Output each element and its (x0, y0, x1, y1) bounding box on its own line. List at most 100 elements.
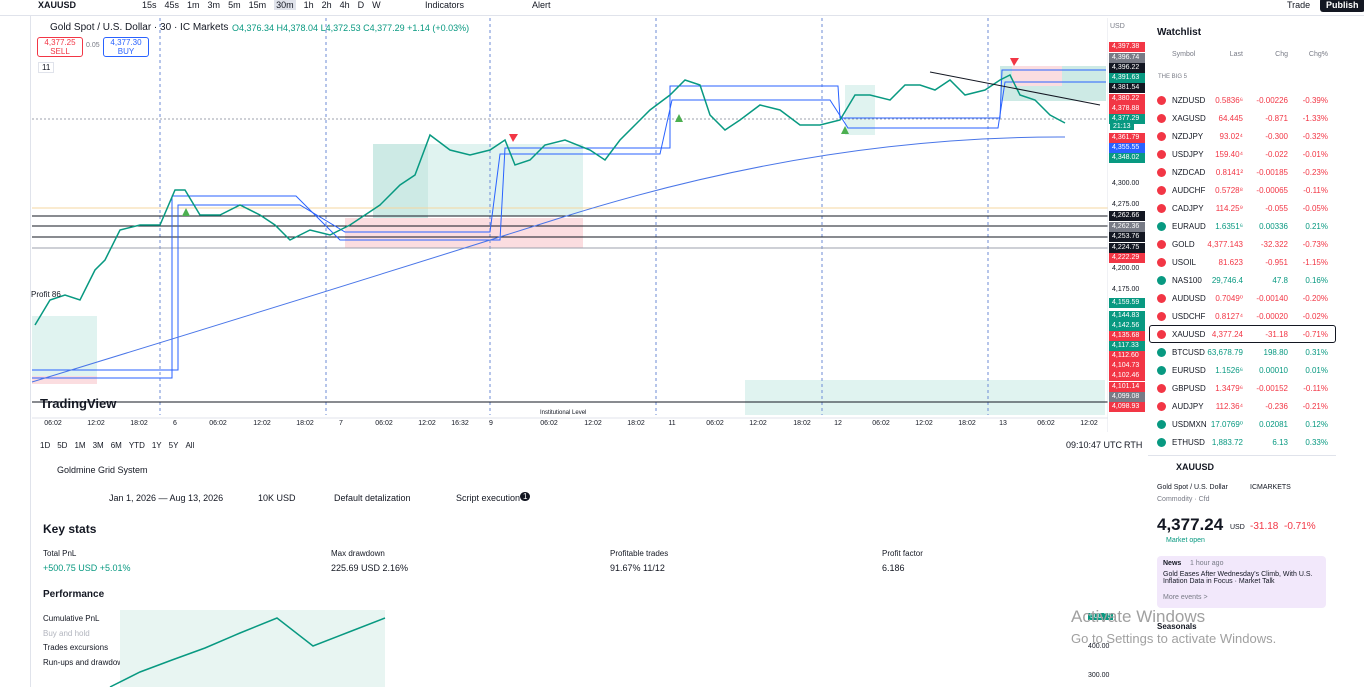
publish-button[interactable]: Publish (1320, 0, 1364, 12)
range-button[interactable]: 1D (40, 441, 51, 450)
row-symbol[interactable]: XAGUSD (1172, 114, 1206, 123)
performance-axis-label: 300.00 (1088, 672, 1110, 679)
rth[interactable]: RTH (1124, 440, 1143, 450)
zone (32, 316, 97, 378)
drawing-toolbar (0, 16, 31, 687)
range-button[interactable]: 6M (110, 441, 122, 450)
price-label: 4,099.08 (1109, 392, 1145, 402)
price-label: 4,104.73 (1109, 361, 1145, 371)
detail-name: Gold Spot / U.S. Dollar (1157, 484, 1228, 491)
timeframe[interactable]: 45s (164, 0, 180, 10)
row-symbol[interactable]: USDJPY (1172, 150, 1204, 159)
date-range[interactable]: Jan 1, 2026 — Aug 13, 2026 (109, 493, 224, 503)
row-symbol[interactable]: GOLD (1172, 240, 1195, 249)
time-label: 12:02 (915, 420, 933, 427)
timeframe[interactable]: 1h (303, 0, 314, 10)
buy-button[interactable]: 4,377.30 BUY (103, 37, 149, 57)
cell: -0.00185 (1256, 168, 1288, 177)
stat-value: 91.67% 11/12 (610, 563, 665, 573)
cell: -0.11% (1303, 384, 1328, 393)
timeframe[interactable]: 5m (228, 0, 241, 10)
stat-label: Max drawdown (331, 549, 385, 558)
cell: 47.8 (1272, 276, 1288, 285)
row-symbol[interactable]: BTCUSD (1172, 348, 1205, 357)
row-symbol[interactable]: NZDJPY (1172, 132, 1204, 141)
range-button[interactable]: 3M (92, 441, 104, 450)
row-symbol[interactable]: NAS100 (1172, 276, 1202, 285)
cell: -0.73% (1302, 240, 1328, 249)
watermark-subtitle: Go to Settings to activate Windows. (1071, 631, 1277, 646)
sell-button[interactable]: 4,377.25 SELL (37, 37, 83, 57)
timeframe[interactable]: W (372, 0, 381, 10)
symbol-search[interactable]: XAUUSD (38, 0, 77, 10)
row-symbol[interactable]: NZDCAD (1172, 168, 1206, 177)
row-highlight[interactable] (1149, 325, 1336, 343)
performance-item[interactable]: Cumulative PnL (43, 614, 100, 623)
level-label: Institutional Level (540, 410, 587, 416)
row-icon (1157, 402, 1166, 411)
column-header: Chg (1275, 51, 1288, 58)
cell: -0.20% (1302, 294, 1328, 303)
row-symbol[interactable]: EURUSD (1172, 366, 1206, 375)
range-button[interactable]: YTD (128, 441, 145, 450)
cell: -0.05% (1302, 204, 1328, 213)
strategy-name[interactable]: Goldmine Grid System (57, 465, 148, 475)
cell: 0.02081 (1259, 420, 1288, 429)
alert-button[interactable]: Alert (532, 0, 551, 10)
row-symbol[interactable]: USOIL (1172, 258, 1197, 267)
row-symbol[interactable]: GBPUSD (1172, 384, 1206, 393)
trade-button[interactable]: Trade (1287, 0, 1311, 10)
time-label: 18:02 (793, 420, 811, 427)
timeframe[interactable]: 3m (207, 0, 221, 10)
timeframe[interactable]: 2h (321, 0, 332, 10)
timeframe[interactable]: 4h (339, 0, 350, 10)
headline: Gold Eases After Wednesday's Climb, With… (1163, 571, 1313, 585)
timeframe[interactable]: 30m (274, 0, 296, 10)
timeframe[interactable]: 15s (142, 0, 157, 10)
row-symbol[interactable]: AUDCHF (1172, 186, 1206, 195)
row-symbol[interactable]: XAUUSD (1172, 330, 1206, 339)
script-execution[interactable]: Script execution (456, 493, 521, 503)
capital[interactable]: 10K USD (258, 493, 296, 503)
indicator-count[interactable]: 11 (38, 62, 55, 73)
range-button[interactable]: 5D (57, 441, 68, 450)
cell: 0.00010 (1259, 366, 1288, 375)
timeframe[interactable]: 1m (187, 0, 200, 10)
row-symbol[interactable]: AUDUSD (1172, 294, 1206, 303)
row-symbol[interactable]: USDCHF (1172, 312, 1206, 321)
cell: 0.12% (1305, 420, 1328, 429)
timeframe[interactable]: 15m (248, 0, 267, 10)
row-icon (1157, 96, 1166, 105)
performance-item[interactable]: Trades excursions (43, 643, 109, 652)
row-icon (1157, 186, 1166, 195)
row-symbol[interactable]: AUDJPY (1172, 402, 1204, 411)
row-symbol[interactable]: CADJPY (1172, 204, 1204, 213)
more-events[interactable]: More events > (1163, 594, 1208, 601)
range-button[interactable]: 1Y (151, 441, 162, 450)
time-label: 16:32 (451, 420, 469, 427)
performance-item[interactable]: Buy and hold (43, 628, 90, 638)
indicators-button[interactable]: Indicators (425, 0, 465, 10)
cell: 1.6351⁶ (1215, 222, 1243, 231)
row-symbol[interactable]: USDMXN (1172, 420, 1207, 429)
time-label: 7 (339, 420, 343, 427)
detalization[interactable]: Default detalization (334, 493, 411, 503)
timeframe[interactable]: D (357, 0, 365, 10)
range-button[interactable]: 1M (74, 441, 86, 450)
column-header: Last (1229, 51, 1243, 58)
cell: 4,377.24 (1211, 330, 1243, 339)
news-card[interactable] (1157, 556, 1326, 608)
range-button[interactable]: 5Y (168, 441, 179, 450)
watchlist-title[interactable]: Watchlist (1157, 27, 1202, 38)
performance-item[interactable]: Run-ups and drawdowns (43, 657, 132, 667)
row-symbol[interactable]: NZDUSD (1172, 96, 1206, 105)
cell: 17.0769⁰ (1210, 420, 1243, 429)
news-time: 1 hour ago (1190, 560, 1224, 567)
range-button[interactable]: All (185, 441, 195, 450)
row-symbol[interactable]: ETHUSD (1172, 438, 1205, 447)
cell: -0.871 (1265, 114, 1288, 123)
row-symbol[interactable]: EURAUD (1172, 222, 1206, 231)
row-icon (1157, 384, 1166, 393)
cell: 0.5836⁶ (1215, 96, 1243, 105)
cell: -0.055 (1265, 204, 1288, 213)
